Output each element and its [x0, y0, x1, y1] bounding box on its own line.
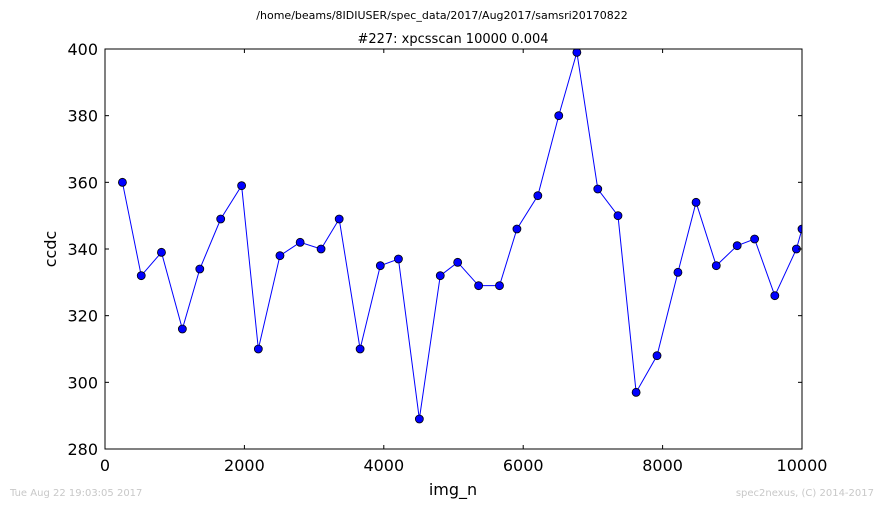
y-tick-label: 380 [67, 107, 98, 126]
data-point [770, 291, 780, 301]
series-line [121, 52, 802, 420]
data-point [512, 224, 522, 234]
data-point [797, 224, 802, 234]
x-axis-label: img_n [429, 480, 477, 500]
data-point [237, 181, 247, 191]
data-point [533, 191, 543, 201]
data-point [253, 344, 263, 354]
y-axis-label: ccdc [41, 231, 60, 268]
y-tick-label: 340 [67, 240, 98, 259]
data-point [177, 324, 187, 334]
data-point [334, 214, 344, 224]
x-tick-label: 10000 [777, 456, 828, 475]
data-point [613, 211, 623, 221]
y-tick-label: 300 [67, 373, 98, 392]
x-tick-label: 8000 [642, 456, 683, 475]
data-point [136, 271, 146, 281]
data-point [652, 351, 662, 361]
data-point [732, 241, 742, 251]
data-point [295, 237, 305, 247]
x-tick-label: 2000 [224, 456, 265, 475]
data-point [195, 264, 205, 274]
data-point [355, 344, 365, 354]
data-point [394, 254, 403, 264]
y-tick-label: 360 [67, 173, 98, 192]
data-point [435, 271, 445, 281]
data-point [750, 234, 760, 244]
x-tick-label: 4000 [363, 456, 404, 475]
chart-suptitle: /home/beams/8IDIUSER/spec_data/2017/Aug2… [256, 9, 627, 22]
data-point [474, 281, 483, 291]
y-tick-label: 400 [67, 40, 98, 59]
data-point [593, 184, 603, 194]
data-point [316, 244, 326, 254]
plot-area [118, 49, 802, 424]
data-point [572, 49, 582, 57]
data-point [631, 387, 641, 397]
y-tick-label: 320 [67, 307, 98, 326]
data-point [375, 261, 385, 271]
data-point [118, 177, 127, 187]
footer-timestamp: Tue Aug 22 19:03:05 2017 [10, 488, 143, 499]
x-tick-label: 0 [100, 456, 110, 475]
axis-ticks: 0 2000 4000 6000 8000 10000 280 300 320 340 360 380… [67, 40, 827, 475]
data-point [453, 257, 463, 267]
x-tick-label: 6000 [503, 456, 544, 475]
data-point [691, 197, 701, 207]
data-point [711, 261, 721, 271]
data-point [216, 214, 226, 224]
data-point [275, 251, 285, 261]
data-point [495, 281, 504, 291]
data-point [157, 247, 166, 257]
y-tick-label: 280 [67, 440, 98, 459]
data-point [673, 267, 683, 277]
plot-frame [104, 48, 803, 450]
data-point [414, 414, 424, 424]
chart-title: #227: xpcsscan 10000 0.004 [357, 32, 548, 47]
footer-credit: spec2nexus, (C) 2014-2017 [735, 488, 874, 499]
data-point [554, 111, 564, 121]
